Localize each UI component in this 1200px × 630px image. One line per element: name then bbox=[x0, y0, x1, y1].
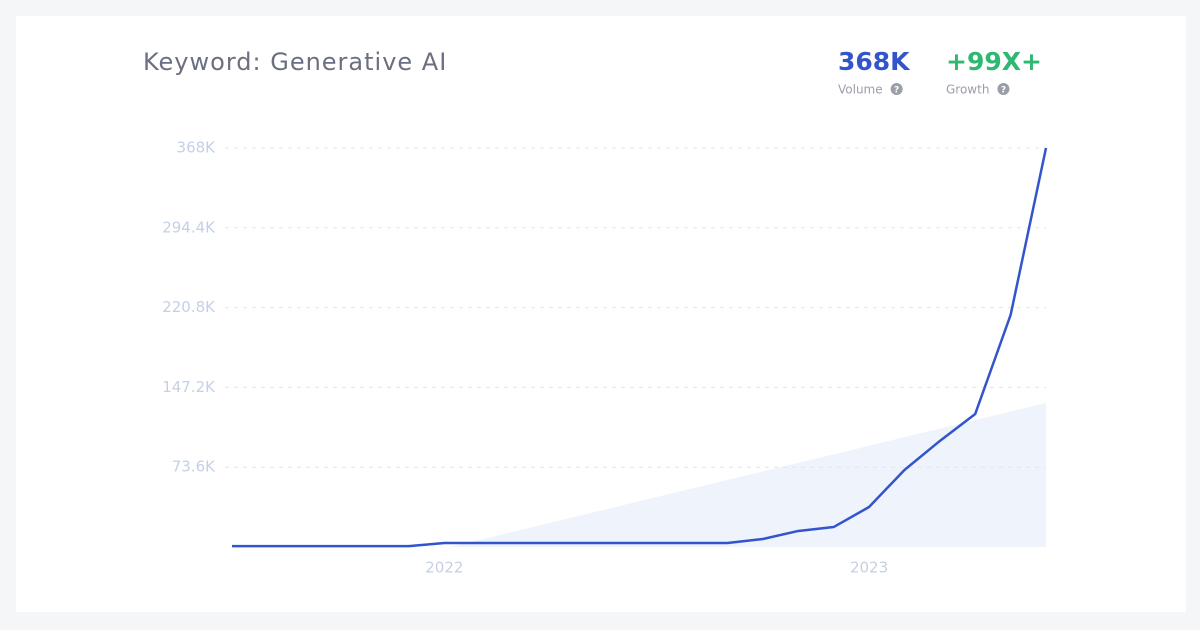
y-tick-label: 294.4K bbox=[162, 218, 216, 236]
y-tick-label: 220.8K bbox=[162, 298, 216, 316]
help-icon bbox=[997, 83, 1010, 95]
help-icon-mark: ? bbox=[894, 86, 899, 96]
series-line bbox=[232, 147, 1048, 548]
help-icon bbox=[890, 83, 903, 95]
y-tick-label: 73.6K bbox=[172, 458, 216, 476]
stat-label: Growth bbox=[946, 83, 989, 97]
help-icon-mark: ? bbox=[1001, 86, 1006, 96]
y-tick-label: 147.2K bbox=[162, 378, 216, 396]
y-tick-label: 368K bbox=[177, 139, 217, 157]
stat-value: +99X+ bbox=[946, 47, 1042, 76]
stat-label: Volume bbox=[838, 83, 883, 97]
stat-value: 368K bbox=[838, 47, 911, 76]
x-tick-label: 2022 bbox=[425, 559, 463, 577]
trend-area bbox=[450, 403, 1046, 547]
chart-title: Keyword: Generative AI bbox=[143, 48, 447, 76]
x-tick-label: 2023 bbox=[850, 559, 888, 577]
